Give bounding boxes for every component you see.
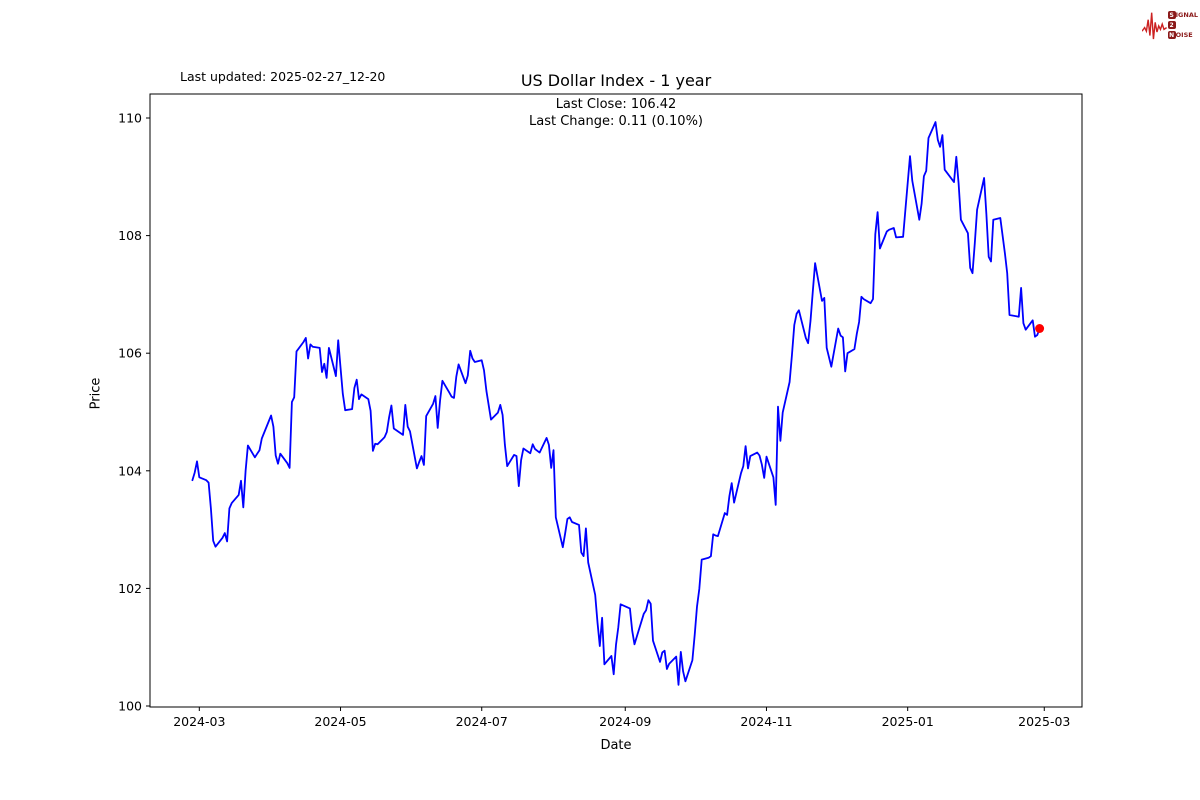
x-tick-label: 2024-09: [599, 714, 651, 729]
last-change-annotation: Last Change: 0.11 (0.10%): [528, 114, 703, 129]
logo-badge-letter: 2: [1167, 21, 1176, 29]
chart-title: US Dollar Index - 1 year: [520, 71, 712, 90]
x-tick-label: 2024-07: [456, 714, 508, 729]
price-line-series: [191, 121, 1041, 686]
signal2noise-logo: S IGNAL 2 N OISE: [1142, 4, 1198, 46]
y-tick-label: 110: [118, 111, 142, 126]
x-tick-label: 2025-03: [1018, 714, 1070, 729]
x-axis-label: Date: [600, 738, 632, 753]
y-axis-ticks: 100 102 104 106 108 110: [118, 111, 150, 714]
logo-text-row: 2: [1167, 21, 1198, 30]
logo-rest-text: IGNAL: [1175, 11, 1198, 19]
last-close-annotation: Last Close: 106.42: [555, 97, 677, 112]
y-tick-label: 104: [118, 463, 142, 478]
x-tick-label: 2024-05: [314, 714, 366, 729]
logo-badge-letter: S: [1167, 11, 1176, 19]
x-tick-label: 2025-01: [882, 714, 934, 729]
y-tick-label: 100: [118, 699, 142, 714]
logo-text-row: N OISE: [1167, 31, 1198, 40]
logo-waveform-icon: [1142, 12, 1167, 40]
y-tick-label: 102: [118, 581, 142, 596]
axes-spines: [149, 93, 1083, 708]
y-tick-label: 108: [118, 228, 142, 243]
last-close-marker: [1035, 324, 1045, 333]
last-updated-text: Last updated: 2025-02-27_12-20: [180, 69, 386, 84]
x-tick-label: 2024-03: [173, 714, 225, 729]
logo-badge-letter: N: [1167, 31, 1176, 39]
logo-text: S IGNAL 2 N OISE: [1167, 11, 1198, 40]
y-tick-label: 106: [118, 346, 142, 361]
x-tick-label: 2024-11: [740, 714, 792, 729]
x-axis-ticks: 2024-03 2024-05 2024-07 2024-09 2024-11 2025-…: [173, 707, 1070, 729]
logo-rest-text: OISE: [1175, 31, 1193, 39]
logo-text-row: S IGNAL: [1167, 11, 1198, 20]
